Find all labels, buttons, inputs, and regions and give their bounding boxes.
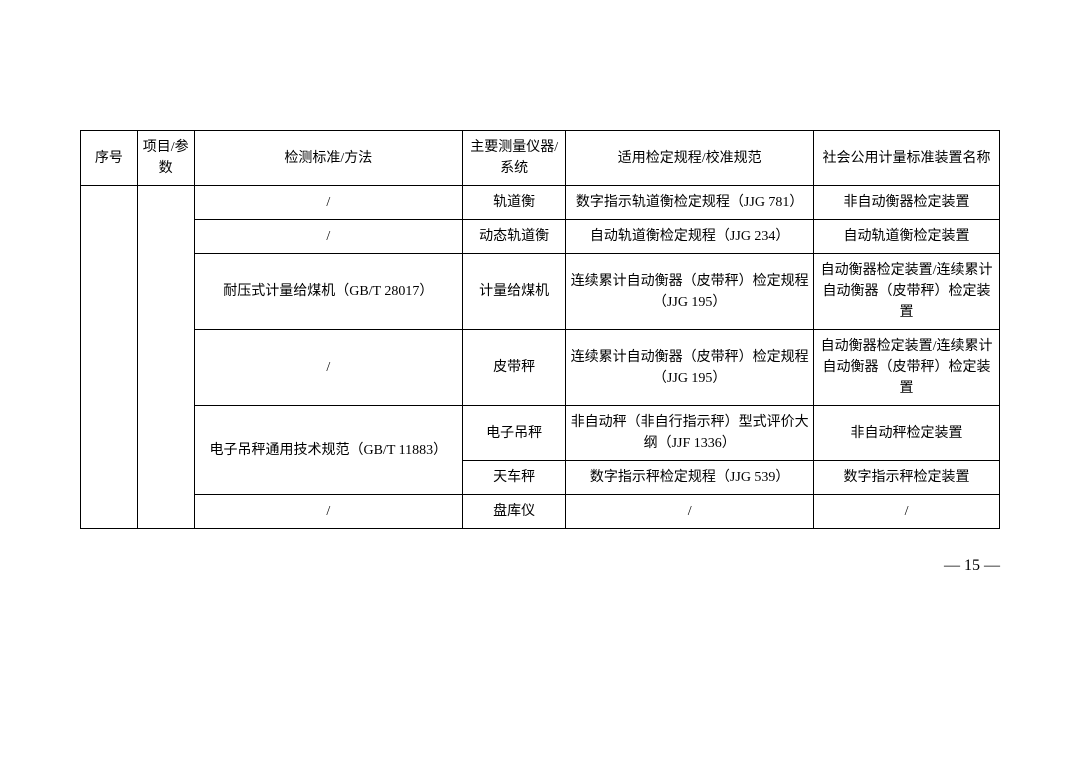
cell-instrument: 皮带秤 — [463, 330, 566, 406]
cell-method: 电子吊秤通用技术规范（GB/T 11883） — [194, 406, 462, 495]
cell-regulation: 连续累计自动衡器（皮带秤）检定规程（JJG 195） — [566, 254, 814, 330]
cell-device: 自动轨道衡检定装置 — [814, 220, 1000, 254]
th-seq: 序号 — [81, 131, 138, 186]
table-body: / 轨道衡 数字指示轨道衡检定规程（JJG 781） 非自动衡器检定装置 / 动… — [81, 186, 1000, 529]
table-row: / 动态轨道衡 自动轨道衡检定规程（JJG 234） 自动轨道衡检定装置 — [81, 220, 1000, 254]
table-row: / 皮带秤 连续累计自动衡器（皮带秤）检定规程（JJG 195） 自动衡器检定装… — [81, 330, 1000, 406]
cell-instrument: 盘库仪 — [463, 495, 566, 529]
cell-device: 数字指示秤检定装置 — [814, 461, 1000, 495]
table-head: 序号 项目/参数 检测标准/方法 主要测量仪器/系统 适用检定规程/校准规范 社… — [81, 131, 1000, 186]
cell-device: 自动衡器检定装置/连续累计自动衡器（皮带秤）检定装置 — [814, 330, 1000, 406]
th-instrument: 主要测量仪器/系统 — [463, 131, 566, 186]
th-item: 项目/参数 — [137, 131, 194, 186]
page-number: — 15 — — [80, 557, 1000, 575]
th-regulation: 适用检定规程/校准规范 — [566, 131, 814, 186]
standards-table: 序号 项目/参数 检测标准/方法 主要测量仪器/系统 适用检定规程/校准规范 社… — [80, 130, 1000, 529]
cell-instrument: 动态轨道衡 — [463, 220, 566, 254]
cell-method: / — [194, 330, 462, 406]
cell-method: / — [194, 220, 462, 254]
cell-regulation: 自动轨道衡检定规程（JJG 234） — [566, 220, 814, 254]
table-row: 耐压式计量给煤机（GB/T 28017） 计量给煤机 连续累计自动衡器（皮带秤）… — [81, 254, 1000, 330]
cell-regulation: 数字指示轨道衡检定规程（JJG 781） — [566, 186, 814, 220]
cell-seq — [81, 186, 138, 529]
cell-regulation: / — [566, 495, 814, 529]
cell-method: / — [194, 495, 462, 529]
cell-instrument: 天车秤 — [463, 461, 566, 495]
cell-regulation: 连续累计自动衡器（皮带秤）检定规程（JJG 195） — [566, 330, 814, 406]
table-row: 电子吊秤通用技术规范（GB/T 11883） 电子吊秤 非自动秤（非自行指示秤）… — [81, 406, 1000, 461]
standards-table-container: 序号 项目/参数 检测标准/方法 主要测量仪器/系统 适用检定规程/校准规范 社… — [80, 130, 1000, 529]
cell-device: / — [814, 495, 1000, 529]
cell-regulation: 数字指示秤检定规程（JJG 539） — [566, 461, 814, 495]
table-row: / 轨道衡 数字指示轨道衡检定规程（JJG 781） 非自动衡器检定装置 — [81, 186, 1000, 220]
cell-device: 非自动衡器检定装置 — [814, 186, 1000, 220]
cell-device: 自动衡器检定装置/连续累计自动衡器（皮带秤）检定装置 — [814, 254, 1000, 330]
cell-instrument: 电子吊秤 — [463, 406, 566, 461]
table-row: / 盘库仪 / / — [81, 495, 1000, 529]
cell-device: 非自动秤检定装置 — [814, 406, 1000, 461]
cell-method: 耐压式计量给煤机（GB/T 28017） — [194, 254, 462, 330]
cell-item — [137, 186, 194, 529]
cell-method: / — [194, 186, 462, 220]
cell-instrument: 计量给煤机 — [463, 254, 566, 330]
th-method: 检测标准/方法 — [194, 131, 462, 186]
cell-instrument: 轨道衡 — [463, 186, 566, 220]
th-device: 社会公用计量标准装置名称 — [814, 131, 1000, 186]
table-header-row: 序号 项目/参数 检测标准/方法 主要测量仪器/系统 适用检定规程/校准规范 社… — [81, 131, 1000, 186]
cell-regulation: 非自动秤（非自行指示秤）型式评价大纲（JJF 1336） — [566, 406, 814, 461]
